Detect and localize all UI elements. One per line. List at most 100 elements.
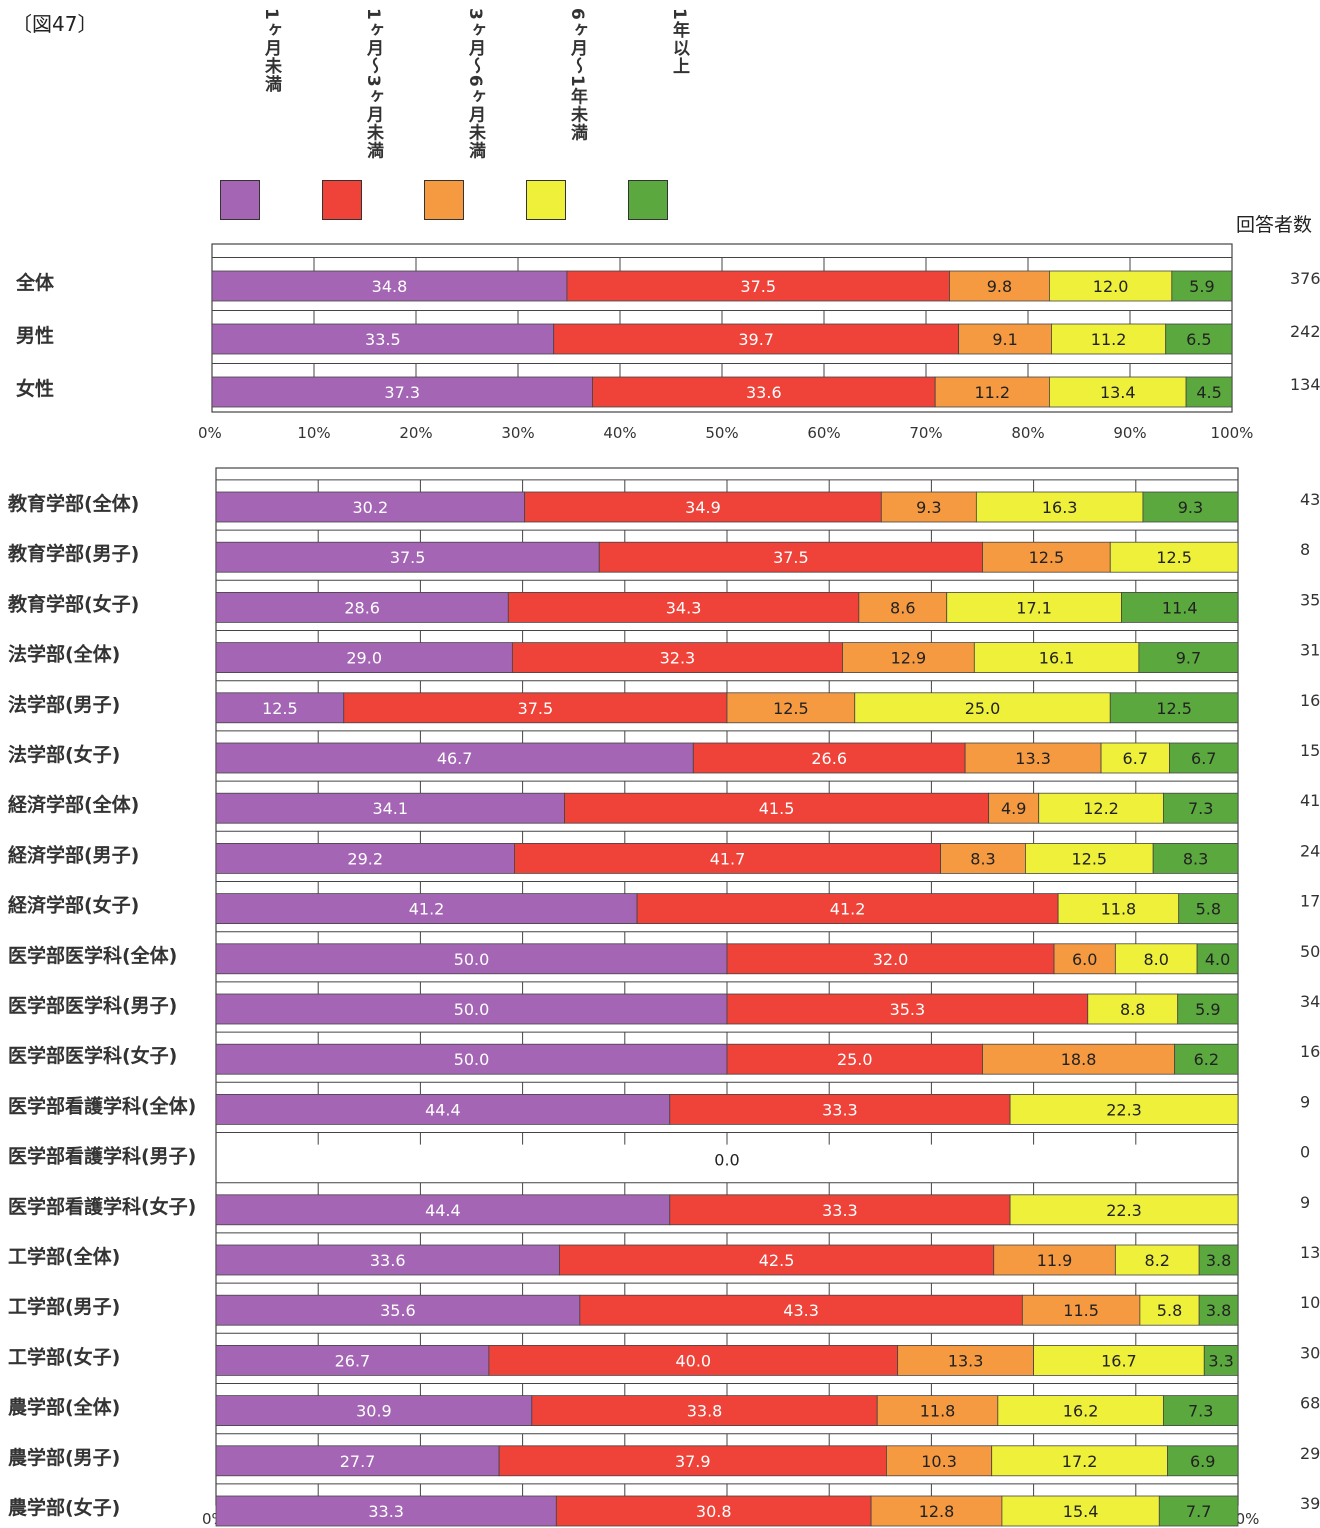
- bar-segment: [940, 843, 1026, 874]
- segment-value-label: 12.5: [773, 699, 809, 718]
- bar-segment: [558, 1244, 995, 1276]
- respondent-count: 35: [1300, 590, 1320, 609]
- bar-segment: [511, 642, 843, 673]
- segment-value-label: 33.3: [822, 1100, 858, 1119]
- bar-segment: [579, 1294, 1023, 1326]
- respondent-count-header: 回答者数: [1236, 214, 1313, 236]
- bar-segment: [1100, 742, 1170, 774]
- zero-row-label: 0.0: [714, 1151, 739, 1170]
- row-label: 教育学部(全体): [8, 492, 139, 515]
- bar-segment: [726, 943, 1055, 975]
- respondent-count: 39: [1300, 1494, 1320, 1513]
- segment-value-label: 41.2: [830, 900, 866, 919]
- row-label: 女性: [16, 377, 54, 400]
- segment-value-label: 16.2: [1063, 1402, 1099, 1421]
- respondent-count: 242: [1290, 322, 1320, 341]
- segment-value-label: 6.5: [1186, 330, 1211, 349]
- segment-value-label: 7.3: [1188, 799, 1213, 818]
- segment-value-label: 35.6: [380, 1301, 416, 1320]
- row-label: 教育学部(男子): [8, 542, 139, 565]
- bar-segment: [636, 893, 1059, 924]
- segment-value-label: 12.9: [891, 649, 927, 668]
- segment-value-label: 11.8: [920, 1402, 956, 1421]
- segment-value-label: 22.3: [1106, 1201, 1142, 1220]
- bar-segment: [1167, 1445, 1239, 1477]
- respondent-count: 41: [1300, 791, 1320, 810]
- segment-value-label: 4.0: [1205, 950, 1230, 969]
- segment-value-label: 35.3: [890, 1000, 926, 1019]
- segment-value-label: 4.5: [1196, 383, 1221, 402]
- bar-segment: [669, 1094, 1011, 1125]
- bar-segment: [215, 843, 515, 874]
- bar-segment: [215, 1495, 557, 1527]
- segment-value-label: 43.3: [783, 1301, 819, 1320]
- bar-segment: [215, 1345, 490, 1376]
- respondent-count: 16: [1300, 1042, 1320, 1061]
- segment-value-label: 34.8: [372, 277, 408, 296]
- bar-segment: [726, 1043, 983, 1075]
- segment-value-label: 30.8: [696, 1502, 732, 1521]
- bar-segment: [1142, 491, 1239, 523]
- segment-value-label: 12.2: [1083, 799, 1119, 818]
- x-tick-label: 0%: [198, 424, 222, 442]
- segment-value-label: 8.8: [1120, 1000, 1145, 1019]
- segment-value-label: 28.6: [344, 598, 380, 617]
- respondent-count: 0: [1300, 1143, 1310, 1162]
- segment-value-label: 17.1: [1016, 598, 1052, 617]
- segment-value-label: 12.5: [1156, 548, 1192, 567]
- respondent-count: 9: [1300, 1092, 1310, 1111]
- x-tick-label: 30%: [501, 424, 534, 442]
- segment-value-label: 10.3: [921, 1452, 957, 1471]
- segment-value-label: 37.5: [390, 548, 426, 567]
- row-label: 医学部医学科(全体): [8, 944, 177, 967]
- bar-segment: [215, 1094, 671, 1125]
- row-label: 工学部(男子): [8, 1295, 120, 1318]
- respondent-count: 24: [1300, 841, 1320, 860]
- bar-segment: [897, 1345, 1035, 1376]
- bar-segment: [531, 1395, 878, 1426]
- bar-segment: [1087, 993, 1179, 1025]
- segment-value-label: 37.5: [773, 548, 809, 567]
- legend-label-lt-1-month: 1ヶ月未満: [261, 8, 281, 93]
- row-label: 法学部(男子): [8, 693, 120, 716]
- bar-segment: [1009, 1094, 1239, 1125]
- row-label: 農学部(全体): [8, 1396, 120, 1419]
- respondent-count: 9: [1300, 1193, 1310, 1212]
- segment-value-label: 13.3: [948, 1351, 984, 1370]
- segment-value-label: 11.2: [974, 383, 1010, 402]
- segment-value-label: 9.7: [1176, 649, 1201, 668]
- bar-segment: [1158, 1495, 1239, 1527]
- segment-value-label: 40.0: [675, 1351, 711, 1370]
- x-tick-label: 10%: [297, 424, 330, 442]
- legend-swatch-6-12-months: [526, 180, 566, 220]
- segment-value-label: 18.8: [1061, 1050, 1097, 1069]
- segment-value-label: 6.9: [1190, 1452, 1215, 1471]
- segment-value-label: 33.6: [370, 1251, 406, 1270]
- bar-segment: [1138, 642, 1239, 673]
- segment-value-label: 4.9: [1001, 799, 1026, 818]
- legend-swatch-1-year-plus: [628, 180, 668, 220]
- segment-value-label: 22.3: [1106, 1100, 1142, 1119]
- bar-segment: [958, 323, 1052, 355]
- segment-value-label: 13.4: [1100, 383, 1136, 402]
- respondent-count: 104: [1300, 1293, 1320, 1312]
- respondent-count: 16: [1300, 691, 1320, 710]
- segment-value-label: 30.9: [356, 1402, 392, 1421]
- respondent-count: 29: [1300, 1444, 1320, 1463]
- bar-segment: [842, 642, 975, 673]
- segment-value-label: 30.2: [353, 498, 389, 517]
- segment-value-label: 33.3: [368, 1502, 404, 1521]
- bar-segment: [886, 1445, 993, 1477]
- segment-value-label: 25.0: [965, 699, 1001, 718]
- segment-value-label: 9.1: [992, 330, 1017, 349]
- segment-value-label: 37.5: [740, 277, 776, 296]
- segment-value-label: 13.3: [1015, 749, 1051, 768]
- segment-value-label: 34.9: [685, 498, 721, 517]
- segment-value-label: 5.9: [1189, 277, 1214, 296]
- row-label: 法学部(全体): [8, 643, 120, 666]
- bar-segment: [880, 491, 977, 523]
- segment-value-label: 26.7: [335, 1351, 371, 1370]
- respondent-count: 376: [1290, 269, 1320, 288]
- bar-segment: [946, 592, 1122, 623]
